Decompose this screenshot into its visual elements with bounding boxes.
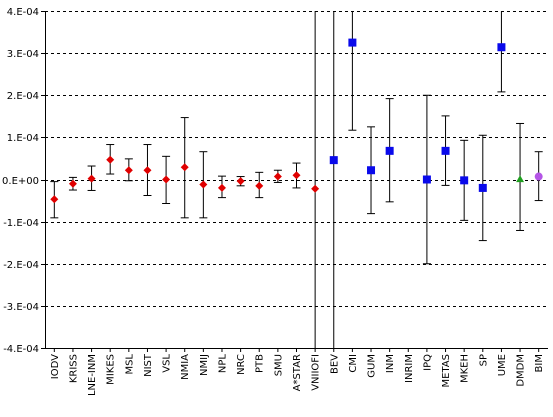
x-tick-label: MIKES bbox=[106, 354, 117, 385]
y-tick-label: 2.E-04 bbox=[7, 91, 39, 102]
x-tick-label: SP bbox=[478, 354, 489, 366]
y-tick-label: 3.E-04 bbox=[7, 49, 39, 60]
data-point bbox=[68, 179, 77, 188]
x-axis: IODV KRISS LNE-INM MIKES MSL NIST VSL NMIA NMIJ N… bbox=[45, 348, 548, 396]
x-tick-label: NIST bbox=[143, 353, 154, 377]
y-tick-label: -2.E-04 bbox=[3, 260, 39, 271]
data-point bbox=[460, 176, 469, 185]
x-tick-label: INRIM bbox=[404, 354, 415, 383]
data-point bbox=[143, 166, 152, 175]
x-tick-label: PTB bbox=[255, 354, 266, 373]
x-tick-label: MKEH bbox=[460, 354, 471, 383]
data-point bbox=[50, 195, 59, 204]
x-tick-label: CMI bbox=[348, 354, 359, 373]
x-tick-label: BIM bbox=[534, 354, 545, 372]
data-point bbox=[497, 43, 506, 52]
data-point bbox=[199, 180, 208, 189]
x-tick-label: UME bbox=[497, 354, 508, 376]
data-point bbox=[441, 146, 450, 155]
x-tick-label: NMIA bbox=[180, 354, 191, 380]
data-point bbox=[106, 155, 115, 164]
y-tick-label: 1.E-04 bbox=[7, 133, 39, 144]
data-points bbox=[50, 38, 543, 204]
x-tick-label: VSL bbox=[162, 354, 173, 373]
y-tick-label: 0.E+00 bbox=[2, 176, 39, 187]
data-point bbox=[162, 175, 171, 184]
data-point bbox=[217, 183, 226, 192]
data-point bbox=[422, 175, 431, 184]
y-tick-label: -3.E-04 bbox=[3, 302, 39, 313]
x-tick-label: VNIIOFI bbox=[311, 354, 322, 391]
data-point bbox=[385, 146, 394, 155]
x-tick-label: NRC bbox=[236, 354, 247, 375]
data-point bbox=[236, 177, 245, 186]
data-point bbox=[348, 38, 357, 47]
data-point bbox=[273, 172, 282, 181]
data-point bbox=[255, 181, 264, 190]
y-axis: 4.E-04 3.E-04 2.E-04 1.E-04 0.E+00 -1.E-04 -2.… bbox=[2, 7, 46, 355]
x-tick-label: INM bbox=[385, 354, 396, 373]
x-tick-label: METAS bbox=[441, 354, 452, 387]
data-point bbox=[478, 183, 487, 192]
x-tick-label: DMDM bbox=[516, 354, 527, 387]
x-tick-label: IPQ bbox=[422, 354, 433, 371]
data-point bbox=[124, 166, 133, 175]
x-tick-label: GUM bbox=[367, 354, 378, 378]
x-tick-label: LNE-INM bbox=[87, 354, 98, 396]
data-point bbox=[87, 174, 96, 183]
x-tick-label: IODV bbox=[50, 354, 61, 379]
x-tick-label: MSL bbox=[124, 354, 135, 375]
data-point bbox=[516, 175, 525, 183]
y-tick-label: 4.E-04 bbox=[7, 7, 39, 18]
y-tick-label: -4.E-04 bbox=[3, 344, 39, 355]
data-point bbox=[311, 184, 320, 193]
data-point bbox=[292, 171, 301, 180]
x-tick-label: A*STAR bbox=[292, 354, 303, 391]
data-point bbox=[180, 163, 189, 172]
y-tick-label: -1.E-04 bbox=[3, 218, 39, 229]
data-point bbox=[329, 156, 338, 165]
data-point bbox=[534, 172, 543, 181]
x-tick-label: NMIJ bbox=[199, 354, 210, 376]
x-tick-label: SMU bbox=[273, 354, 284, 376]
data-point bbox=[367, 166, 376, 175]
x-tick-label: KRISS bbox=[68, 354, 79, 383]
x-tick-label: NPL bbox=[217, 354, 228, 374]
x-tick-label: BEV bbox=[329, 354, 340, 374]
